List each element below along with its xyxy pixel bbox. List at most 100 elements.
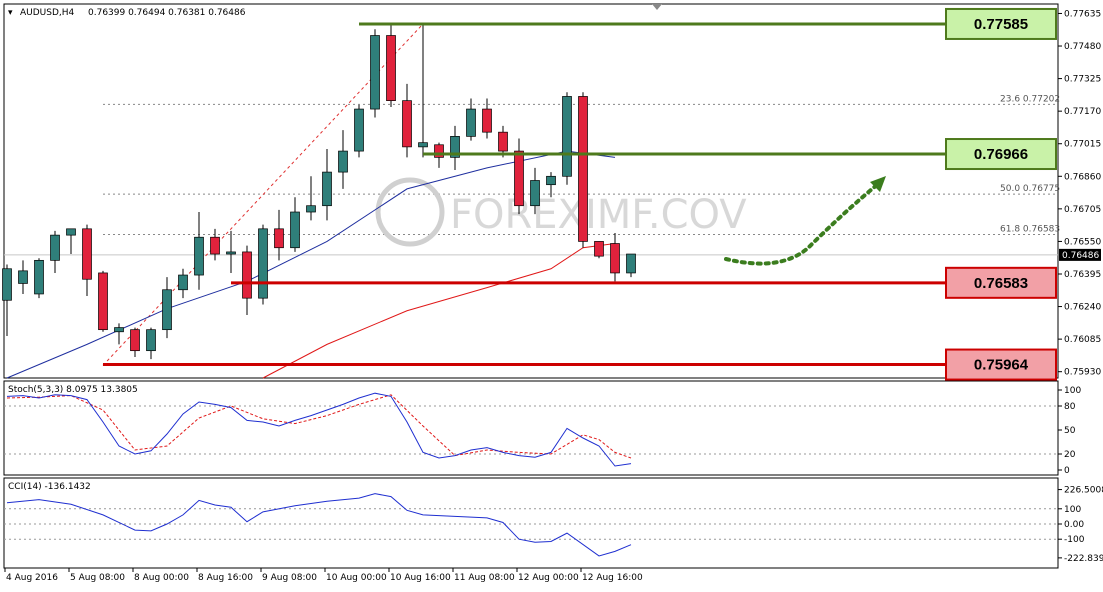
fib-label: 50.0 0.76775 xyxy=(1000,184,1060,194)
candle-body xyxy=(210,236,220,255)
price-tick-label: 0.77170 xyxy=(1064,107,1101,117)
price-tick-label: 0.77015 xyxy=(1064,140,1101,150)
candle-body xyxy=(370,35,380,110)
candle-body xyxy=(178,274,188,291)
candle-body xyxy=(226,251,236,255)
candle-body xyxy=(274,228,284,249)
resistance-label-box xyxy=(945,7,1057,40)
candle-body xyxy=(434,144,444,158)
stoch-tick-label: 100 xyxy=(1064,386,1081,396)
stoch-title: Stoch(5,3,3) 8.0975 13.3805 xyxy=(8,385,138,395)
candles xyxy=(2,25,636,360)
price-tick-label: 0.77480 xyxy=(1064,42,1101,52)
candle-body xyxy=(530,180,540,207)
chart-symbol: AUDUSD,H4 xyxy=(20,8,75,18)
stochastic-panel: Stoch(5,3,3) 8.0975 13.3805 100 80 50 20 0 xyxy=(4,385,1081,476)
projection-arrowhead-icon xyxy=(870,176,886,192)
candle-body xyxy=(114,327,124,333)
fib-label: 23.6 0.77202 xyxy=(1000,94,1060,104)
stoch-signal-line xyxy=(6,394,632,459)
time-tick-label: 9 Aug 08:00 xyxy=(262,573,317,583)
price-tick-label: 0.77325 xyxy=(1064,75,1101,85)
ma-fast-line xyxy=(6,150,616,379)
candle-body xyxy=(354,108,364,152)
candle-body xyxy=(98,272,108,331)
cci-panel: CCI(14) -136.1432 226.5008 100 0.00 -100 -222… xyxy=(4,482,1103,564)
price-tick-label: 0.76240 xyxy=(1064,303,1101,313)
candle-body xyxy=(146,329,156,352)
watermark: FOREXIMF.COV xyxy=(375,177,747,247)
price-tick-label: 0.76860 xyxy=(1064,172,1101,182)
candle-body xyxy=(450,136,460,158)
watermark-text: FOREXIMF.COV xyxy=(450,192,747,238)
support-resistance-levels: 0.77585 0.76966 0.76583 0.75964 xyxy=(103,7,1057,381)
stoch-tick-label: 50 xyxy=(1064,426,1076,436)
price-axis: 0.77635 0.77480 0.77325 0.77170 0.77015 0.768… xyxy=(1058,9,1101,378)
candle-body xyxy=(66,228,76,236)
cci-tick-label: 226.5008 xyxy=(1064,486,1103,496)
price-tick-label: 0.77635 xyxy=(1064,9,1101,19)
candle-body xyxy=(514,150,524,207)
current-price-label: 0.76486 xyxy=(1062,251,1099,261)
price-tick-label: 0.76550 xyxy=(1064,237,1101,247)
cci-tick-label: 0.00 xyxy=(1064,520,1084,530)
stoch-panel-frame xyxy=(3,380,1059,476)
time-axis: 4 Aug 2016 5 Aug 08:00 8 Aug 00:00 8 Aug 16… xyxy=(4,568,643,583)
candle-body xyxy=(498,131,508,152)
support-label: 0.76583 xyxy=(974,275,1028,292)
candle-body xyxy=(418,142,428,148)
stoch-tick-label: 80 xyxy=(1064,402,1076,412)
candle-body xyxy=(50,234,60,261)
price-tick-label: 0.76705 xyxy=(1064,205,1101,215)
projection-curve xyxy=(724,182,880,266)
candle-body xyxy=(34,259,44,295)
support-label-box xyxy=(945,348,1057,381)
stoch-main-line xyxy=(6,392,632,467)
candle-body xyxy=(562,96,572,177)
candle-body xyxy=(130,329,140,352)
fibonacci-levels: 23.6 0.77202 50.0 0.76775 61.8 0.76583 xyxy=(102,23,1060,366)
candle-body xyxy=(162,289,172,331)
candle-body xyxy=(466,108,476,137)
collapse-arrow-icon[interactable]: ▾ xyxy=(8,8,13,18)
cci-title: CCI(14) -136.1432 xyxy=(8,482,91,492)
candle-body xyxy=(546,175,556,186)
watermark-logo-icon xyxy=(375,177,445,247)
resistance-label-box xyxy=(945,138,1057,171)
candle-body xyxy=(610,243,620,274)
stoch-tick-label: 0 xyxy=(1064,466,1070,476)
candle-body xyxy=(82,228,92,280)
cci-tick-label: 100 xyxy=(1064,505,1081,515)
candle-body xyxy=(258,228,268,299)
time-tick-label: 8 Aug 16:00 xyxy=(198,573,253,583)
candle-body xyxy=(338,150,348,173)
cci-tick-label: -222.8399 xyxy=(1064,554,1103,564)
candle-body xyxy=(626,253,636,274)
candle-body xyxy=(2,268,12,301)
chart-ohlc: 0.76399 0.76494 0.76381 0.76486 xyxy=(88,8,246,18)
current-price-box xyxy=(1059,248,1101,261)
time-tick-label: 10 Aug 16:00 xyxy=(390,573,451,583)
support-label: 0.75964 xyxy=(974,357,1029,374)
time-tick-label: 10 Aug 00:00 xyxy=(326,573,387,583)
chart-shift-icon[interactable] xyxy=(652,4,662,10)
candle-body xyxy=(386,35,396,102)
time-tick-label: 12 Aug 00:00 xyxy=(518,573,579,583)
price-tick-label: 0.76085 xyxy=(1064,335,1101,345)
candle-body xyxy=(322,171,332,207)
support-label-box xyxy=(945,266,1057,299)
time-tick-label: 5 Aug 08:00 xyxy=(70,573,125,583)
projection-arrow xyxy=(724,176,886,266)
resistance-label: 0.76966 xyxy=(974,146,1028,163)
time-tick-label: 11 Aug 08:00 xyxy=(454,573,515,583)
candle-body xyxy=(18,270,28,284)
time-tick-label: 8 Aug 00:00 xyxy=(134,573,189,583)
time-tick-label: 12 Aug 16:00 xyxy=(582,573,643,583)
cci-panel-frame xyxy=(3,477,1059,569)
candle-body xyxy=(578,96,588,242)
price-tick-label: 0.76395 xyxy=(1064,270,1101,280)
candle-body xyxy=(482,108,492,133)
fib-label: 61.8 0.76583 xyxy=(1000,224,1060,234)
